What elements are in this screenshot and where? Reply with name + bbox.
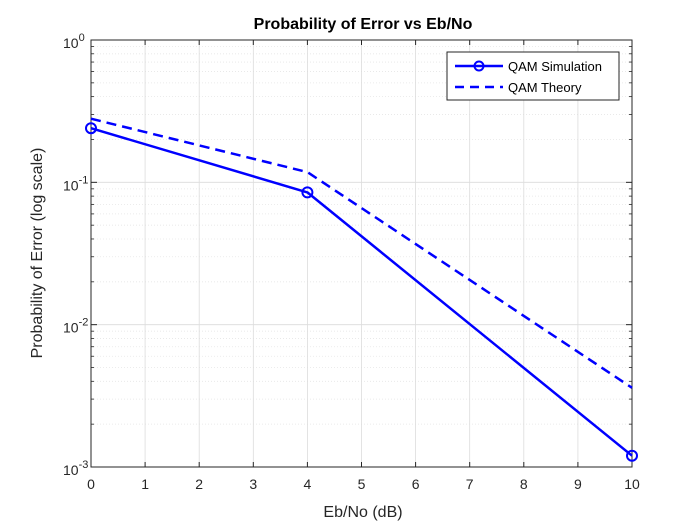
x-tick-label: 2 bbox=[195, 476, 203, 492]
x-tick-label: 6 bbox=[412, 476, 420, 492]
x-tick-label: 0 bbox=[87, 476, 95, 492]
y-tick-label: 10-2 bbox=[63, 317, 88, 336]
x-tick-label: 3 bbox=[249, 476, 257, 492]
y-tick-label: 100 bbox=[63, 32, 85, 51]
legend-label-theory: QAM Theory bbox=[508, 80, 582, 95]
legend: QAM Simulation QAM Theory bbox=[446, 51, 620, 101]
x-axis-label: Eb/No (dB) bbox=[323, 504, 402, 521]
legend-marker-simulation bbox=[473, 60, 485, 72]
series-line-0 bbox=[90, 127, 633, 457]
series-0-marker bbox=[301, 186, 314, 199]
chart-title: Probability of Error vs Eb/No bbox=[254, 16, 473, 33]
y-tick-label: 10-3 bbox=[63, 459, 88, 478]
x-tick-label: 9 bbox=[574, 476, 582, 492]
legend-label-simulation: QAM Simulation bbox=[508, 59, 602, 74]
plot-area: 0 1 2 3 4 5 6 7 8 9 10 10-3 10-2 10-1 100 bbox=[63, 32, 640, 492]
x-tick-label: 1 bbox=[141, 476, 149, 492]
x-tick-label: 7 bbox=[466, 476, 474, 492]
legend-box bbox=[446, 51, 620, 101]
series-0-marker bbox=[85, 122, 97, 135]
x-tick-label: 10 bbox=[624, 476, 640, 492]
x-tick-label: 8 bbox=[520, 476, 528, 492]
series-0-marker bbox=[626, 449, 638, 462]
y-tick-label: 10-1 bbox=[63, 174, 88, 193]
series-line-1 bbox=[90, 117, 633, 389]
x-tick-label: 4 bbox=[304, 476, 312, 492]
y-axis-label: Probability of Error (log scale) bbox=[29, 148, 46, 359]
x-tick-label: 5 bbox=[358, 476, 366, 492]
